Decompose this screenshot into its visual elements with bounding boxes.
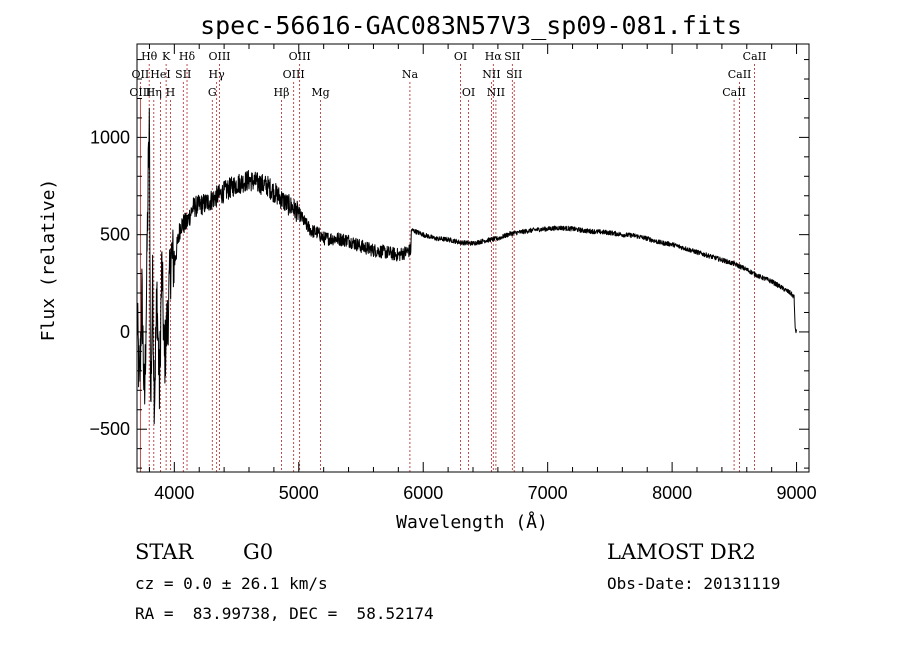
line-label: Hη <box>146 86 162 99</box>
line-label: CaII <box>743 50 767 63</box>
line-label: G <box>208 86 217 99</box>
spectrum-line <box>136 107 797 425</box>
line-label: Hδ <box>179 50 196 63</box>
emission-line-labels: Hθ OII OIII K HeI Hη Hδ SII H OIII Hγ G OIII OIII Hβ Mg… <box>129 50 766 99</box>
line-label: Hθ <box>141 50 158 63</box>
line-label: OIII <box>208 50 230 63</box>
line-label: Hα <box>485 50 503 63</box>
line-label: OII <box>132 68 150 81</box>
line-label: H <box>166 86 176 99</box>
x-tick-label: 6000 <box>403 483 443 503</box>
line-label: Hβ <box>274 86 290 99</box>
line-label: K <box>162 50 171 63</box>
x-tick-label: 7000 <box>528 483 568 503</box>
line-label: NII <box>482 68 500 81</box>
y-tick-label: 0 <box>120 322 130 342</box>
x-tick-label: 4000 <box>154 483 194 503</box>
line-label: NII <box>487 86 505 99</box>
x-tick-label: 9000 <box>777 483 817 503</box>
line-label: CaII <box>722 86 746 99</box>
line-label: SII <box>504 50 520 63</box>
line-label: OIII <box>129 86 151 99</box>
chart-title: spec-56616-GAC083N57V3_sp09-081.fits <box>200 11 742 40</box>
line-label: OI <box>454 50 467 63</box>
survey-name: LAMOST DR2 <box>607 540 756 564</box>
x-axis-label: Wavelength (Å) <box>396 511 548 533</box>
line-label: SII <box>175 68 191 81</box>
line-label: Hγ <box>209 68 226 81</box>
x-tick-label: 5000 <box>279 483 319 503</box>
line-label: Na <box>402 68 419 81</box>
line-label: CaII <box>728 68 752 81</box>
ra-dec: RA = 83.99738, DEC = 58.52174 <box>135 604 434 623</box>
y-tick-label: −500 <box>89 419 130 439</box>
object-subclass: G0 <box>243 540 274 564</box>
y-tick-label: 1000 <box>90 127 130 147</box>
x-tick-label: 8000 <box>652 483 692 503</box>
emission-line-markers <box>139 64 755 472</box>
object-class: STAR <box>135 540 194 564</box>
plot-frame <box>136 43 810 473</box>
line-label: OI <box>462 86 475 99</box>
y-tick-label: 500 <box>100 225 130 245</box>
line-label: HeI <box>150 68 170 81</box>
y-axis-ticks: −500 0 500 1000 <box>89 59 809 469</box>
y-axis-label: Flux (relative) <box>38 179 59 342</box>
obs-date: Obs-Date: 20131119 <box>607 574 781 593</box>
line-label: Mg <box>311 86 329 99</box>
redshift-cz: cz = 0.0 ± 26.1 km/s <box>135 574 328 593</box>
line-label: OIII <box>283 68 305 81</box>
x-axis-ticks: 4000 5000 6000 7000 8000 9000 <box>148 44 817 503</box>
line-label: SII <box>506 68 522 81</box>
line-label: OIII <box>289 50 311 63</box>
